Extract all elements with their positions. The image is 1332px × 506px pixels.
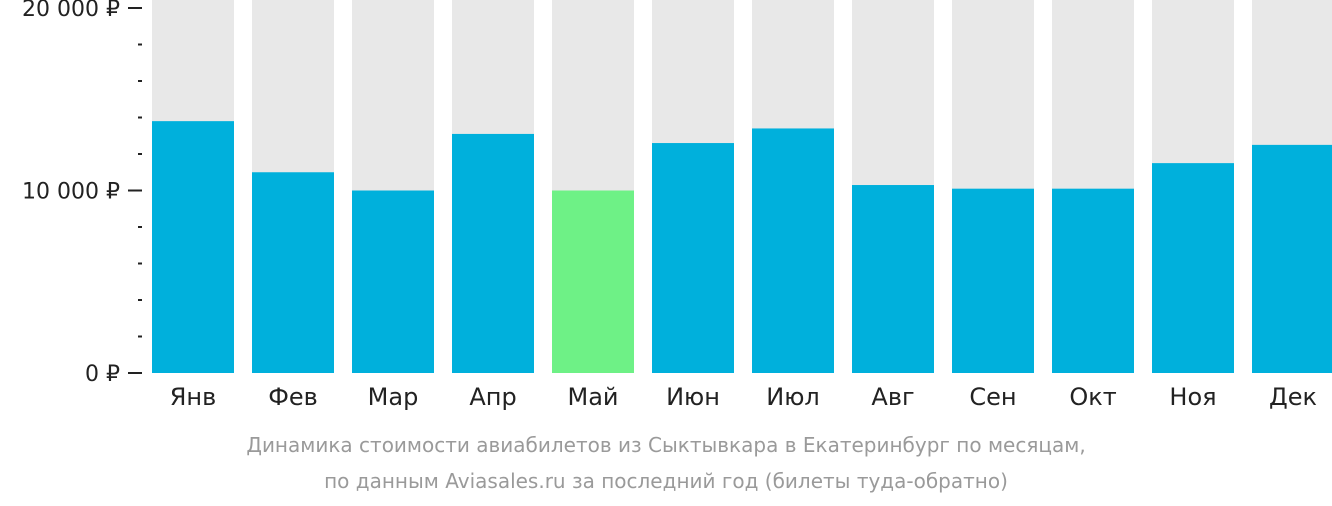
bar	[152, 121, 234, 374]
x-tick-label: Июл	[766, 383, 820, 411]
x-tick-label: Мар	[368, 383, 419, 411]
x-tick-label: Сен	[969, 383, 1016, 411]
x-tick-label: Янв	[170, 383, 217, 411]
y-tick-label: 10 000 ₽	[22, 180, 120, 205]
chart-caption-line-1: Динамика стоимости авиабилетов из Сыктыв…	[246, 433, 1086, 457]
bar	[852, 185, 934, 373]
bar	[952, 188, 1034, 373]
bar	[1252, 144, 1332, 373]
x-tick-label: Апр	[469, 383, 516, 411]
bar	[552, 190, 634, 373]
x-axis-labels: Янв Фев Мар Апр Май Июн Июл Авг Сен Окт Ноя Дек	[170, 383, 1317, 411]
x-tick-label: Июн	[666, 383, 720, 411]
x-tick-label: Ноя	[1169, 383, 1216, 411]
bar	[1052, 188, 1134, 373]
x-tick-label: Май	[567, 383, 618, 411]
x-tick-label: Дек	[1269, 383, 1317, 411]
y-tick-label: 0 ₽	[85, 362, 120, 387]
bar	[452, 133, 534, 373]
x-tick-label: Авг	[871, 383, 914, 411]
x-tick-label: Фев	[268, 383, 318, 411]
chart-caption-line-2: по данным Aviasales.ru за последний год …	[324, 469, 1008, 493]
y-tick-label: 20 000 ₽	[22, 0, 120, 22]
bar	[352, 190, 434, 373]
bar	[252, 172, 334, 373]
bar	[652, 143, 734, 373]
bar	[1152, 163, 1234, 373]
y-axis: 0 ₽ 10 000 ₽ 20 000 ₽	[22, 0, 142, 387]
x-tick-label: Окт	[1069, 383, 1116, 411]
bar	[752, 128, 834, 373]
bars	[152, 121, 1332, 374]
